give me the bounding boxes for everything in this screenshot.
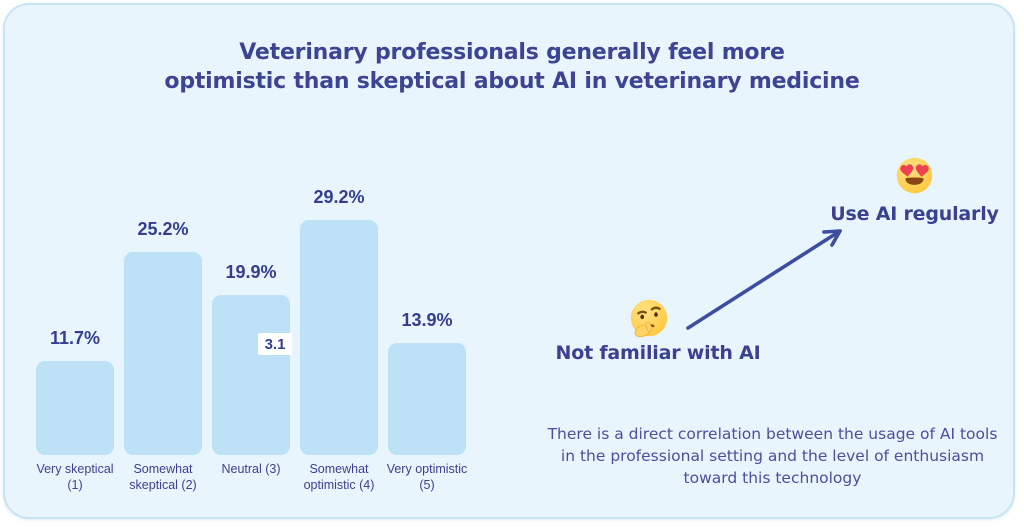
axis-label: Neutral (3) (221, 462, 281, 476)
mean-score-badge: 3.1 (258, 333, 292, 355)
caption-line-2: in the professional setting and the leve… (560, 447, 985, 465)
bar-column: 13.9% (388, 310, 466, 455)
bar-value-label: 11.7% (49, 328, 101, 348)
title-line-2: optimistic than skeptical about AI in ve… (164, 69, 860, 94)
bar-value-label: 13.9% (401, 310, 453, 330)
use-ai-regularly-label: Use AI regularly (830, 203, 999, 225)
thinking-face-icon (630, 299, 668, 338)
bar-chart: 11.7% 25.2% 19.9% 3.1 29.2% 13.9% (36, 187, 466, 455)
bar-value-label: 19.9% (225, 262, 277, 282)
heart-eyes-face-emoji (895, 156, 934, 199)
bar (300, 220, 378, 455)
axis-label: Very skeptical (1) (36, 462, 114, 492)
bar-column: 19.9% 3.1 (212, 262, 292, 455)
bar-column: 29.2% (300, 187, 378, 455)
chart-title: Veterinary professionals generally feel … (0, 38, 1024, 96)
axis-label: Somewhat skeptical (2) (129, 462, 197, 492)
trend-arrow-icon (686, 229, 842, 330)
axis-label: Somewhat optimistic (4) (303, 462, 375, 492)
bar-column: 11.7% (36, 328, 114, 455)
x-axis-labels: Very skeptical (1) Somewhat skeptical (2)… (32, 461, 470, 493)
bar-value-label: 25.2% (137, 219, 189, 239)
bar (36, 361, 114, 455)
correlation-caption: There is a direct correlation between th… (545, 423, 1000, 489)
bar: 3.1 (212, 295, 292, 455)
bar-column: 25.2% (124, 219, 202, 455)
bar-value-label: 29.2% (313, 187, 365, 207)
bar (124, 252, 202, 455)
thinking-face-emoji (629, 298, 669, 342)
heart-eyes-face-icon (896, 157, 933, 194)
title-line-1: Veterinary professionals generally feel … (239, 40, 785, 65)
caption-line-3: toward this technology (683, 469, 862, 487)
not-familiar-label: Not familiar with AI (555, 342, 761, 364)
axis-label: Very optimistic (5) (386, 462, 468, 492)
caption-line-1: There is a direct correlation between th… (547, 425, 998, 443)
bar (388, 343, 466, 455)
